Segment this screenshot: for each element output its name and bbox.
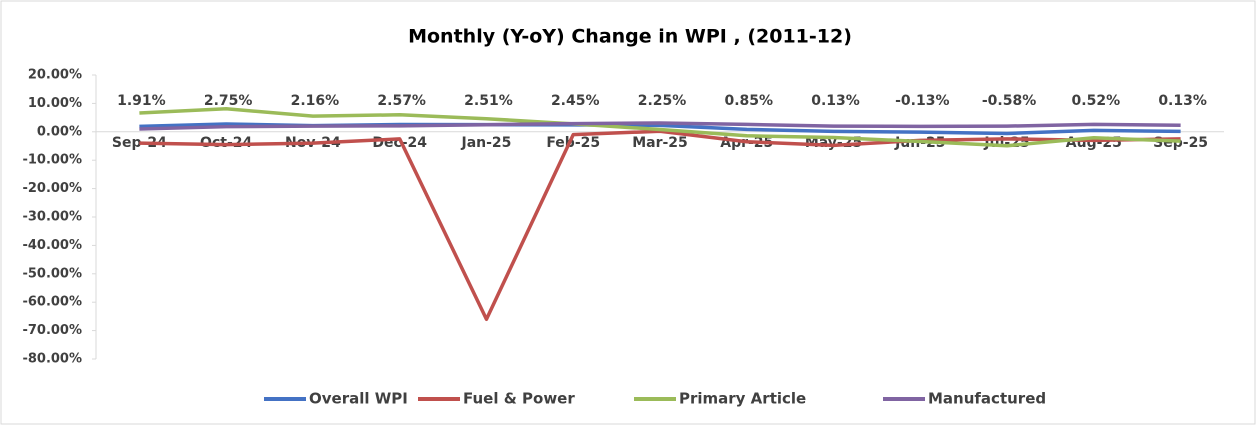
data-label: 2.25% xyxy=(638,93,687,109)
series-line xyxy=(139,107,1181,148)
data-label: 0.13% xyxy=(1158,93,1207,109)
data-label: 0.85% xyxy=(724,93,773,109)
data-label: 2.45% xyxy=(551,93,600,109)
legend-label: Overall WPI xyxy=(309,390,408,408)
y-tick-label: -40.00% xyxy=(22,238,82,253)
chart-title: Monthly (Y-oY) Change in WPI , (2011-12) xyxy=(408,26,852,48)
y-tick-label: -80.00% xyxy=(22,352,82,367)
data-label: 2.16% xyxy=(291,93,340,109)
y-tick-label: -70.00% xyxy=(22,323,82,338)
y-tick-label: -20.00% xyxy=(22,181,82,196)
data-label: 2.51% xyxy=(464,93,513,109)
data-label: 2.57% xyxy=(377,93,426,109)
y-tick-label: -30.00% xyxy=(22,210,82,225)
y-tick-label: -60.00% xyxy=(22,295,82,310)
legend-label: Primary Article xyxy=(679,390,806,408)
y-tick-label: -50.00% xyxy=(22,266,82,281)
y-tick-label: 10.00% xyxy=(28,96,82,111)
x-tick-label: Jan-25 xyxy=(461,135,512,151)
legend-label: Fuel & Power xyxy=(463,390,575,408)
data-label: -0.13% xyxy=(895,93,949,109)
data-label: 1.91% xyxy=(117,93,166,109)
x-tick-label: Feb-25 xyxy=(546,135,600,151)
data-label: 2.75% xyxy=(204,93,253,109)
data-label: -0.58% xyxy=(982,93,1036,109)
x-tick-label: Sep-25 xyxy=(1153,135,1208,151)
x-tick-label: Mar-25 xyxy=(632,135,688,151)
legend-label: Manufactured xyxy=(928,390,1046,408)
y-tick-label: 0.00% xyxy=(37,124,82,139)
data-label: 0.13% xyxy=(811,93,860,109)
y-tick-label: 20.00% xyxy=(28,68,82,83)
y-tick-label: -10.00% xyxy=(22,153,82,168)
series-line xyxy=(139,121,1181,131)
x-tick-label: Oct-24 xyxy=(200,135,252,151)
data-label: 0.52% xyxy=(1072,93,1121,109)
